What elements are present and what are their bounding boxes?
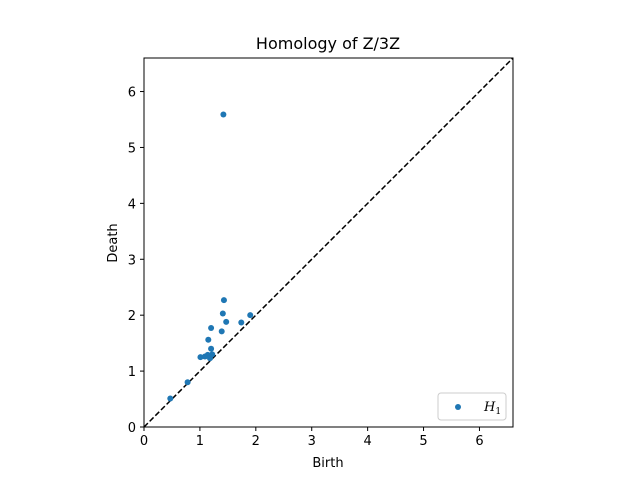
data-point: [167, 395, 174, 402]
x-axis-label: Birth: [312, 456, 343, 471]
axes-frame: [143, 57, 514, 428]
y-tick-label: 6: [128, 86, 136, 101]
legend-frame: [437, 392, 507, 421]
x-tick-label: 4: [363, 434, 371, 449]
y-tick-label: 4: [128, 197, 136, 212]
plot-area: [143, 57, 514, 428]
diagonal-line: [143, 57, 514, 428]
data-point: [220, 297, 227, 304]
y-tick-label: 2: [128, 309, 136, 324]
data-point: [220, 111, 227, 118]
x-tick-label: 5: [419, 434, 427, 449]
x-tick-label: 2: [252, 434, 260, 449]
legend-marker: [455, 404, 461, 410]
data-point: [238, 319, 245, 326]
y-tick-label: 1: [128, 365, 136, 380]
data-point: [197, 354, 204, 361]
y-tick-label: 3: [128, 253, 136, 268]
data-point: [208, 325, 215, 332]
y-tick-label: 5: [128, 141, 136, 156]
data-point: [218, 328, 225, 335]
x-tick-label: 0: [140, 434, 148, 449]
data-point: [209, 351, 216, 358]
x-tick-label: 1: [196, 434, 204, 449]
legend: H1: [437, 392, 507, 421]
y-tick-label: 0: [128, 421, 136, 436]
data-point: [223, 318, 230, 325]
chart-title: Homology of Z/3Z: [256, 34, 400, 53]
y-axis-label: Death: [106, 223, 121, 262]
data-point: [205, 336, 212, 343]
data-point: [184, 379, 191, 386]
axes: 0 1 2 3 4 5 6 0 1 2 3 4 5 6: [128, 57, 514, 449]
data-point: [208, 345, 215, 352]
data-point: [247, 312, 254, 319]
x-tick-label: 3: [308, 434, 316, 449]
legend-label: H1: [483, 400, 501, 417]
x-tick-label: 6: [475, 434, 483, 449]
data-point: [219, 310, 226, 317]
